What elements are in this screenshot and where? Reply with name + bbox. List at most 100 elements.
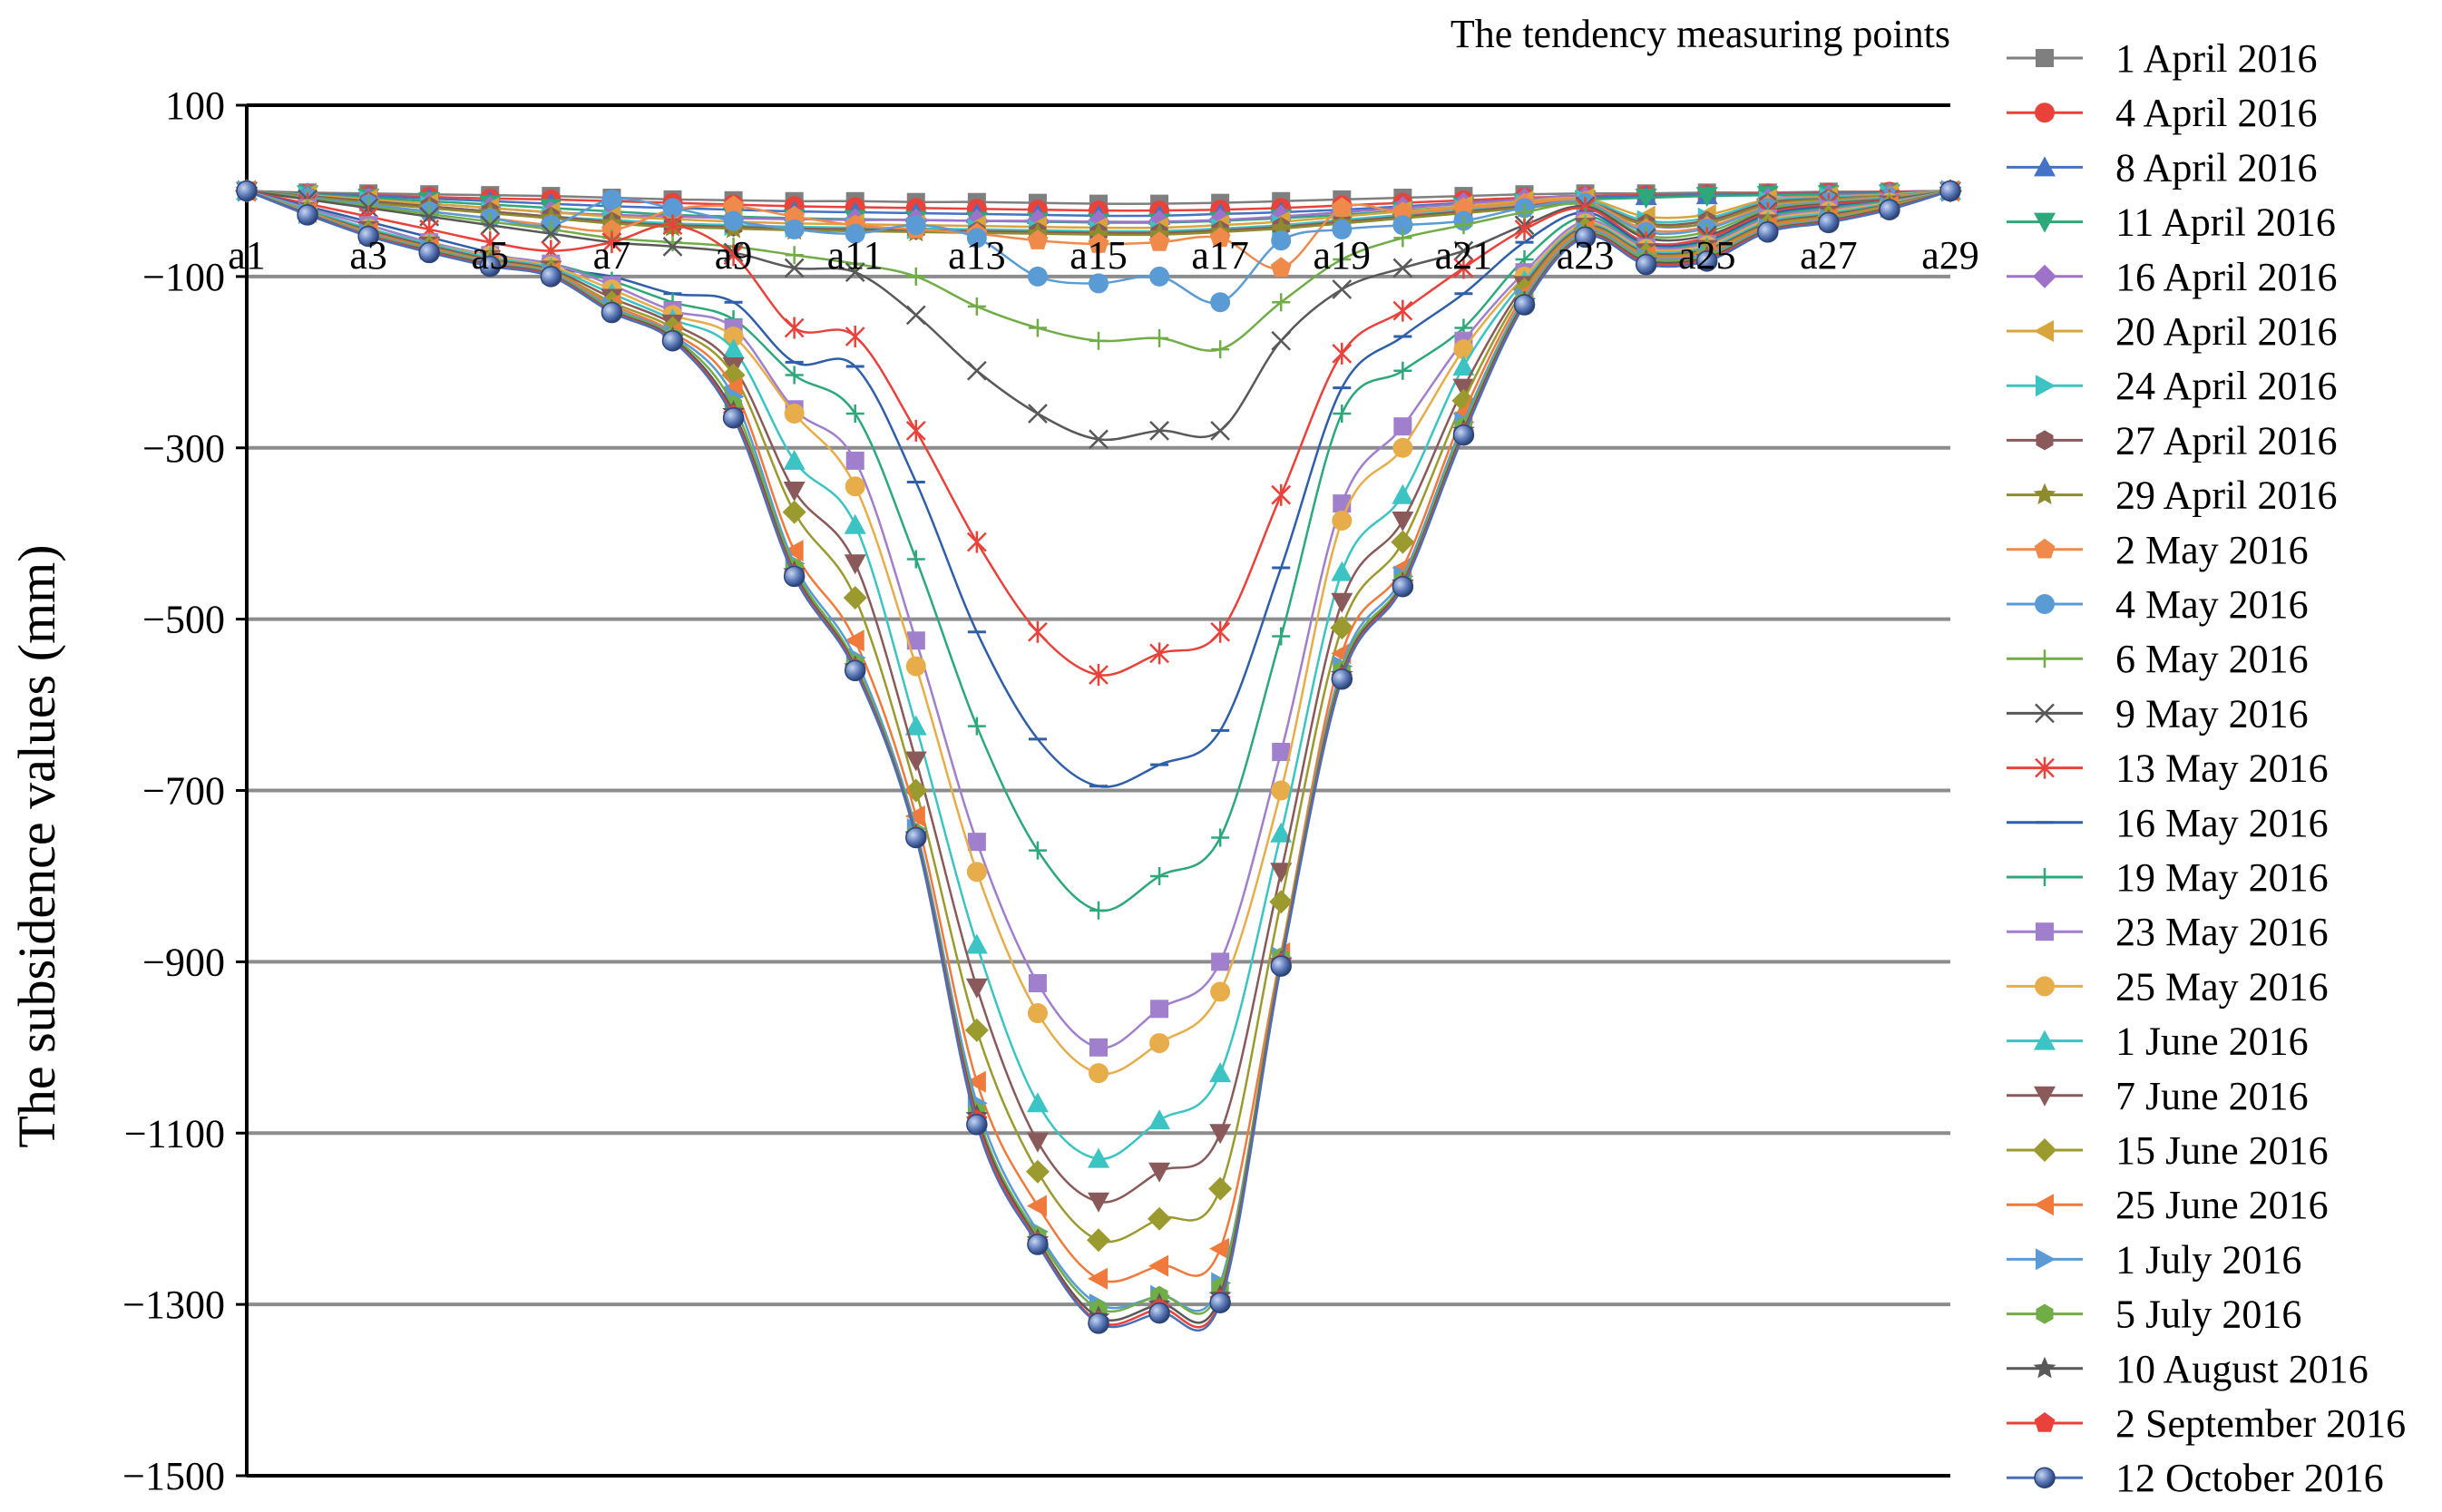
data-point: [1333, 249, 1352, 268]
data-point: [1269, 890, 1294, 914]
legend-marker: [2034, 1412, 2056, 1432]
data-point: [1209, 227, 1231, 248]
legend-label: 19 May 2016: [2115, 855, 2329, 900]
data-point: [1150, 1000, 1169, 1019]
data-point: [1210, 981, 1231, 1002]
series-line: [246, 190, 1951, 1160]
data-point: [601, 301, 623, 324]
data-point: [1332, 279, 1353, 299]
data-point: [906, 631, 925, 650]
x-tick-label: a17: [1191, 233, 1249, 278]
y-tick-label: −1500: [122, 1454, 225, 1498]
data-point: [723, 210, 744, 231]
y-tick-label: −500: [142, 598, 225, 642]
data-point: [1149, 420, 1169, 441]
data-point: [1148, 1109, 1171, 1130]
data-point: [1452, 356, 1475, 376]
data-point: [1088, 1192, 1109, 1213]
data-point: [1453, 257, 1474, 279]
data-point: [1392, 437, 1413, 458]
data-point: [1028, 841, 1047, 860]
data-point: [722, 338, 745, 359]
data-point: [904, 805, 925, 827]
data-point: [357, 225, 379, 248]
legend-item-26: 12 October 2016: [2007, 1456, 2384, 1500]
legend-label: 13 May 2016: [2115, 746, 2329, 791]
data-point: [662, 236, 683, 257]
legend-label: 9 May 2016: [2115, 691, 2309, 736]
data-point: [1148, 1206, 1172, 1231]
data-point: [905, 305, 926, 326]
legend-label: 1 July 2016: [2115, 1237, 2301, 1282]
y-tick-label: −1300: [122, 1283, 225, 1327]
data-point: [1272, 743, 1291, 762]
legend-label: 24 April 2016: [2115, 364, 2337, 408]
data-point: [1515, 203, 1534, 222]
legend-label: 1 April 2016: [2115, 36, 2317, 81]
data-point: [1332, 342, 1353, 365]
data-point: [783, 540, 804, 562]
data-point: [965, 933, 988, 954]
data-point: [1939, 180, 1961, 202]
legend-item-25: 2 September 2016: [2007, 1401, 2406, 1446]
data-point: [722, 406, 745, 429]
series-line: [246, 190, 1951, 1204]
legend-item-6: 24 April 2016: [2007, 364, 2337, 408]
data-point: [1393, 361, 1412, 380]
data-point: [905, 215, 926, 236]
data-point: [1088, 1267, 1108, 1290]
data-point: [965, 978, 988, 999]
data-point: [845, 223, 865, 244]
series-22: [238, 180, 1961, 1316]
legend-marker: [2034, 156, 2056, 177]
legend-marker: [2036, 1248, 2056, 1271]
data-point: [1209, 1124, 1232, 1145]
legend-item-18: 1 June 2016: [2007, 1019, 2309, 1064]
data-point: [1210, 420, 1231, 441]
data-point: [844, 513, 866, 534]
data-point: [1028, 620, 1048, 643]
legend-label: 29 April 2016: [2115, 473, 2337, 518]
legend-marker: [2034, 1029, 2056, 1050]
series-12: [237, 180, 1960, 450]
data-point: [1027, 1234, 1049, 1255]
data-point: [1454, 216, 1473, 235]
data-point: [1757, 221, 1779, 243]
data-point: [1270, 822, 1293, 843]
data-point: [845, 476, 865, 497]
data-point: [1028, 318, 1047, 337]
data-point: [1089, 273, 1109, 294]
series-line: [246, 190, 1951, 1283]
data-point: [785, 246, 804, 265]
legend-item-23: 5 July 2016: [2007, 1293, 2301, 1337]
data-point: [1027, 1003, 1048, 1024]
data-point: [784, 205, 806, 226]
legend-label: 7 June 2016: [2115, 1074, 2309, 1118]
data-point: [783, 565, 806, 588]
data-point: [723, 244, 744, 267]
legend-label: 2 May 2016: [2115, 528, 2309, 572]
legend-marker: [2036, 922, 2054, 941]
data-point: [1089, 429, 1109, 450]
data-point: [966, 531, 987, 553]
data-point: [1211, 340, 1230, 359]
data-point: [844, 629, 864, 652]
legend-marker: [2034, 1467, 2056, 1488]
data-point: [1026, 1132, 1049, 1153]
data-point: [784, 258, 805, 278]
y-tick-label: −700: [142, 769, 225, 814]
data-point: [1695, 187, 1718, 208]
data-point: [1088, 1312, 1109, 1334]
legend-label: 23 May 2016: [2115, 910, 2329, 954]
data-point: [843, 586, 867, 610]
data-point: [1331, 592, 1353, 613]
legend-label: 16 April 2016: [2115, 255, 2337, 299]
data-point: [1392, 575, 1414, 598]
data-point: [845, 451, 864, 470]
data-point: [297, 204, 318, 226]
data-point: [1331, 197, 1353, 218]
legend-label: 16 May 2016: [2115, 801, 2329, 845]
legend-marker: [2035, 102, 2055, 123]
x-tick-label: a29: [1921, 233, 1979, 278]
data-point: [1028, 973, 1047, 992]
